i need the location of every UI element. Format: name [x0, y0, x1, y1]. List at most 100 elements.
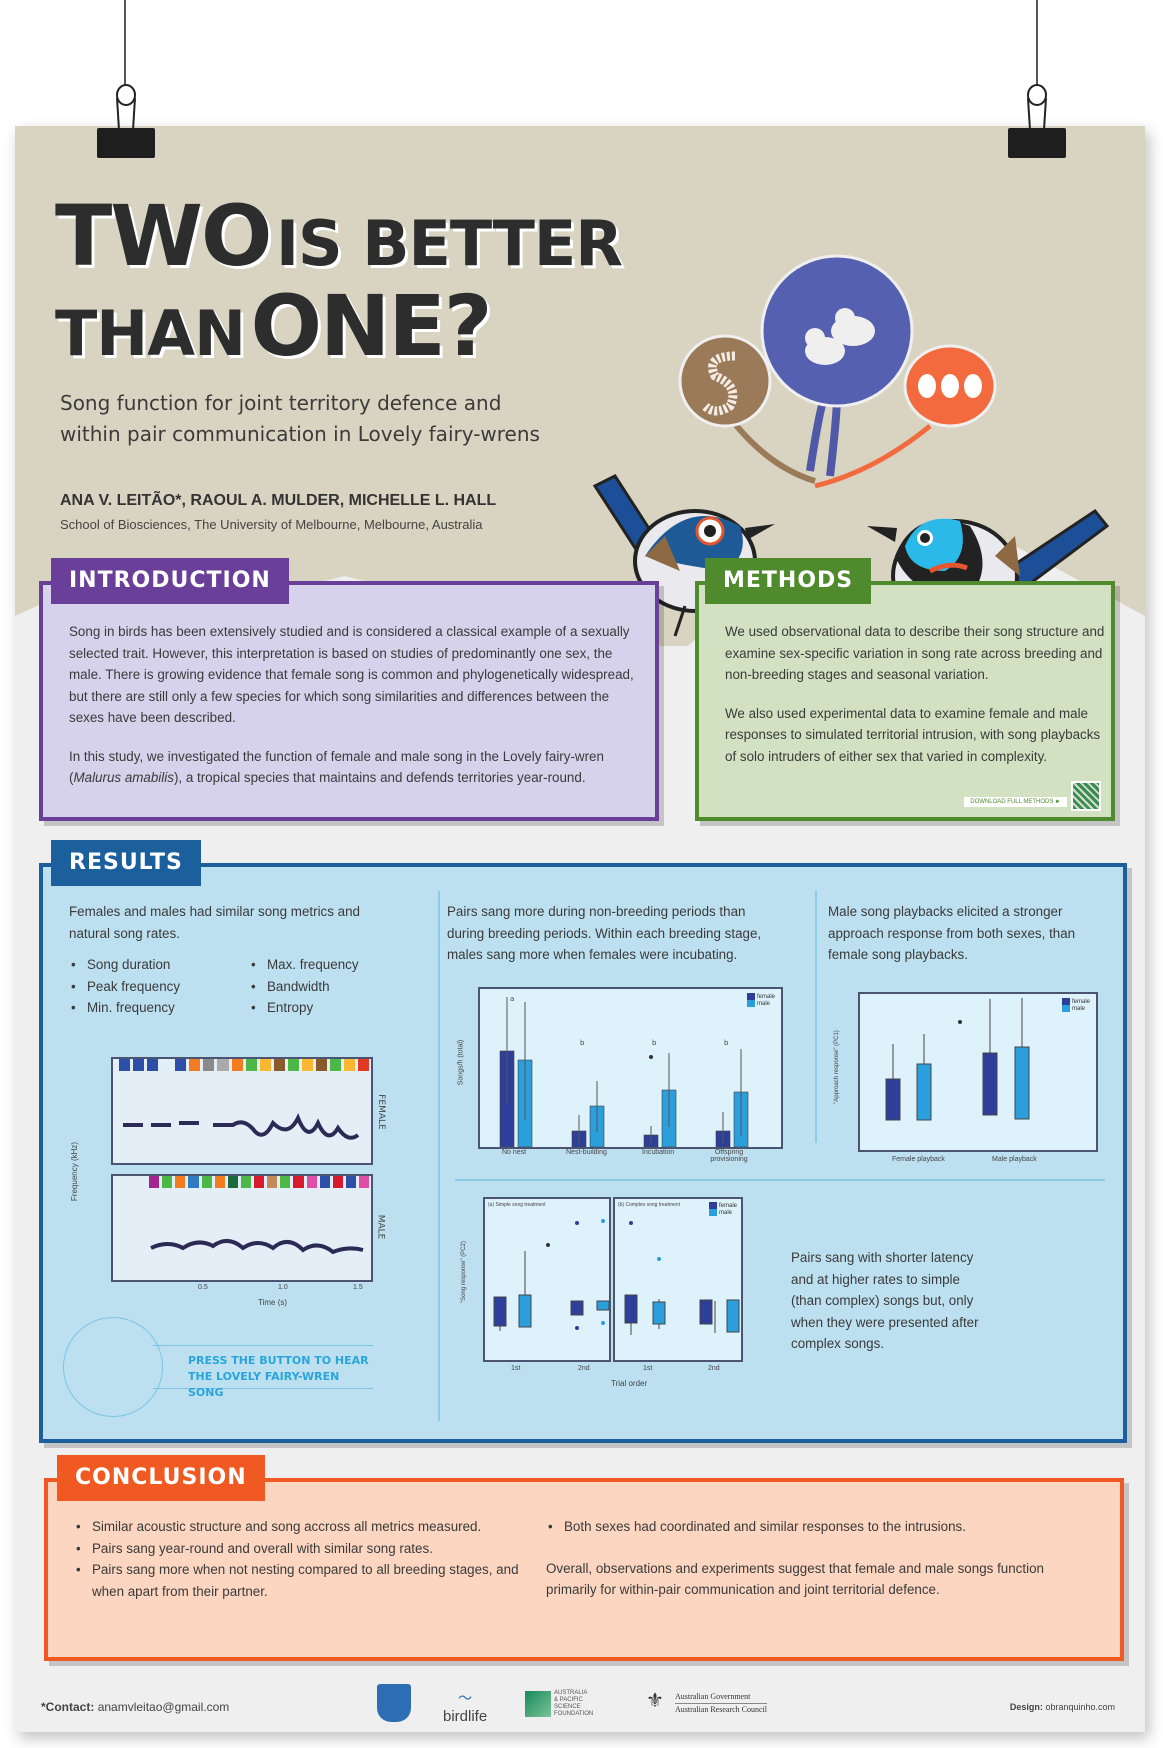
complex-song-boxplot: (b) Complex song treatment female male — [613, 1197, 743, 1362]
conclusion-list-left: Similar acoustic structure and song accr… — [74, 1516, 534, 1602]
conclusion-item: Similar acoustic structure and song accr… — [74, 1516, 534, 1538]
hanging-string-left — [124, 0, 126, 85]
play-song-button[interactable] — [63, 1317, 163, 1417]
poster: TWO IS BETTER THAN ONE? Song function fo… — [15, 126, 1145, 1732]
speech-bubble-worm-icon — [678, 334, 816, 484]
x-tick: 1.0 — [278, 1284, 288, 1291]
university-of-melbourne-logo — [377, 1684, 411, 1722]
approach-ylabel: "Approach response" (PC1) — [833, 1030, 840, 1104]
svg-text:b: b — [652, 1039, 657, 1047]
svg-text:b: b — [580, 1039, 585, 1047]
results-col-3: Male song playbacks elicited a stronger … — [828, 901, 1098, 966]
legend-male: male — [718, 1210, 732, 1217]
bar-chart-ylabel: Songs/h (total) — [457, 1039, 465, 1086]
spectrogram-female — [111, 1057, 373, 1165]
spectrogram-figure: Frequency (kHz) FEMALE MALE 0.5 1.0 1.5 … — [63, 1052, 393, 1307]
bar-chart-legend: female male — [746, 993, 775, 1008]
x-tick: Female playback — [892, 1156, 945, 1163]
coat-of-arms-icon: ⚜ — [646, 1690, 664, 1712]
metric-item: Max. frequency — [249, 954, 359, 976]
x-tick: 2nd — [578, 1365, 590, 1372]
approach-response-boxplot: "Approach response" (PC1) female male Fem… — [834, 992, 1098, 1163]
binder-clip-left-icon — [97, 84, 155, 158]
methods-panel: We used observational data to describe t… — [695, 581, 1115, 821]
audio-button-label: PRESS THE BUTTON TO HEAR THE LOVELY FAIR… — [188, 1354, 369, 1399]
approach-plot — [885, 998, 1030, 1121]
trial-order-xlabel: Trial order — [611, 1379, 648, 1388]
spectrogram-ylabel: Frequency (kHz) — [70, 1141, 80, 1202]
hanging-string-right — [1036, 0, 1038, 85]
results-col-2: Pairs sang more during non-breeding peri… — [447, 901, 777, 966]
column-divider — [815, 891, 817, 1143]
birdlife-text: birdlife — [443, 1708, 488, 1725]
results-col1-text: Females and males had similar song metri… — [69, 904, 360, 941]
x-tick: Male playback — [992, 1156, 1037, 1163]
x-tick: Incubation — [642, 1149, 675, 1156]
subtitle: Song function for joint territory defenc… — [60, 388, 540, 450]
introduction-heading: INTRODUCTION — [51, 558, 289, 604]
design-value: obranquinho.com — [1045, 1702, 1115, 1712]
conclusion-list-right: Both sexes had coordinated and similar r… — [546, 1516, 1096, 1538]
spectrogram-male — [111, 1174, 373, 1282]
arc-line: Australian Research Council — [675, 1704, 767, 1714]
conclusion-item: Pairs sang year-round and overall with s… — [74, 1538, 534, 1560]
x-tick: Offspring provisioning — [710, 1149, 748, 1163]
methods-paragraph-2: We also used experimental data to examin… — [725, 705, 1101, 764]
x-tick: 1st — [643, 1365, 653, 1372]
legend-male: male — [756, 1001, 770, 1008]
affiliation: School of Biosciences, The University of… — [60, 517, 483, 532]
apsf-line: AUSTRALIA — [554, 1690, 588, 1696]
x-tick: 1st — [511, 1365, 521, 1372]
conclusion-panel: Similar acoustic structure and song accr… — [44, 1478, 1124, 1661]
speech-bubble-eggs-icon — [814, 344, 997, 489]
x-tick: 1.5 — [353, 1284, 363, 1291]
methods-paragraph-1: We used observational data to describe t… — [725, 624, 1105, 682]
svg-text:b: b — [724, 1039, 729, 1047]
download-full-methods-link[interactable]: DOWNLOAD FULL METHODS ► — [964, 797, 1067, 807]
fairy-wren-illustration — [592, 254, 1110, 657]
legend-female: female — [718, 1203, 737, 1210]
design-label: Design: — [1009, 1702, 1043, 1712]
conclusion-item: Pairs sang more when not nesting compare… — [74, 1559, 534, 1602]
apsf-icon — [525, 1691, 551, 1717]
column-divider — [438, 891, 440, 1421]
metric-item: Peak frequency — [69, 976, 249, 998]
bar-chart-plot: a b b b — [499, 995, 749, 1148]
audio-button-rail — [153, 1345, 373, 1389]
footer: *Contact: anamvleitao@gmail.com 〜 birdlif… — [15, 1666, 1145, 1732]
simple-plot-title: (a) Simple song treatment — [488, 1202, 546, 1208]
metric-item: Bandwidth — [249, 976, 359, 998]
results-heading: RESULTS — [51, 840, 201, 886]
qr-code-icon[interactable] — [1071, 781, 1101, 811]
male-label: MALE — [375, 1214, 386, 1240]
results-col2-text: Pairs sang more during non-breeding peri… — [447, 904, 762, 962]
metric-item: Entropy — [249, 997, 359, 1019]
intro-p2-text-end: ), a tropical species that maintains and… — [173, 770, 586, 785]
legend-female: female — [756, 994, 775, 1001]
title-one: ONE? — [250, 277, 493, 375]
row-divider — [455, 1179, 1105, 1181]
results-col3-text: Male song playbacks elicited a stronger … — [828, 904, 1076, 962]
legend-female: female — [1071, 999, 1090, 1006]
female-label: FEMALE — [375, 1094, 386, 1130]
results-col-1: Females and males had similar song metri… — [69, 901, 369, 1019]
complex-plot-title: (b) Complex song treatment — [618, 1202, 680, 1208]
results-panel: Females and males had similar song metri… — [39, 863, 1127, 1443]
intro-paragraph-2: In this study, we investigated the funct… — [69, 746, 639, 789]
title-than: THAN — [55, 297, 246, 370]
conclusion-item: Both sexes had coordinated and similar r… — [546, 1516, 1096, 1538]
binder-clip-right-icon — [1008, 84, 1066, 158]
conclusion-heading: CONCLUSION — [57, 1455, 265, 1501]
legend-male: male — [1071, 1006, 1085, 1013]
results-col4-text: Pairs sang with shorter latency and at h… — [791, 1250, 979, 1351]
poster-title: TWO IS BETTER THAN ONE? — [55, 194, 623, 370]
contact-email[interactable]: anamvleitao@gmail.com — [97, 1700, 230, 1714]
contact: *Contact: anamvleitao@gmail.com — [41, 1700, 229, 1714]
x-tick: No nest — [502, 1149, 527, 1156]
apsf-logo: AUSTRALIA & PACIFIC SCIENCE FOUNDATION — [525, 1690, 593, 1718]
subtitle-line-2: within pair communication in Lovely fair… — [60, 422, 540, 446]
metric-item: Min. frequency — [69, 997, 249, 1019]
design-credit: Design: obranquinho.com — [1010, 1702, 1115, 1712]
spectrogram-xlabel: Time (s) — [258, 1298, 288, 1307]
